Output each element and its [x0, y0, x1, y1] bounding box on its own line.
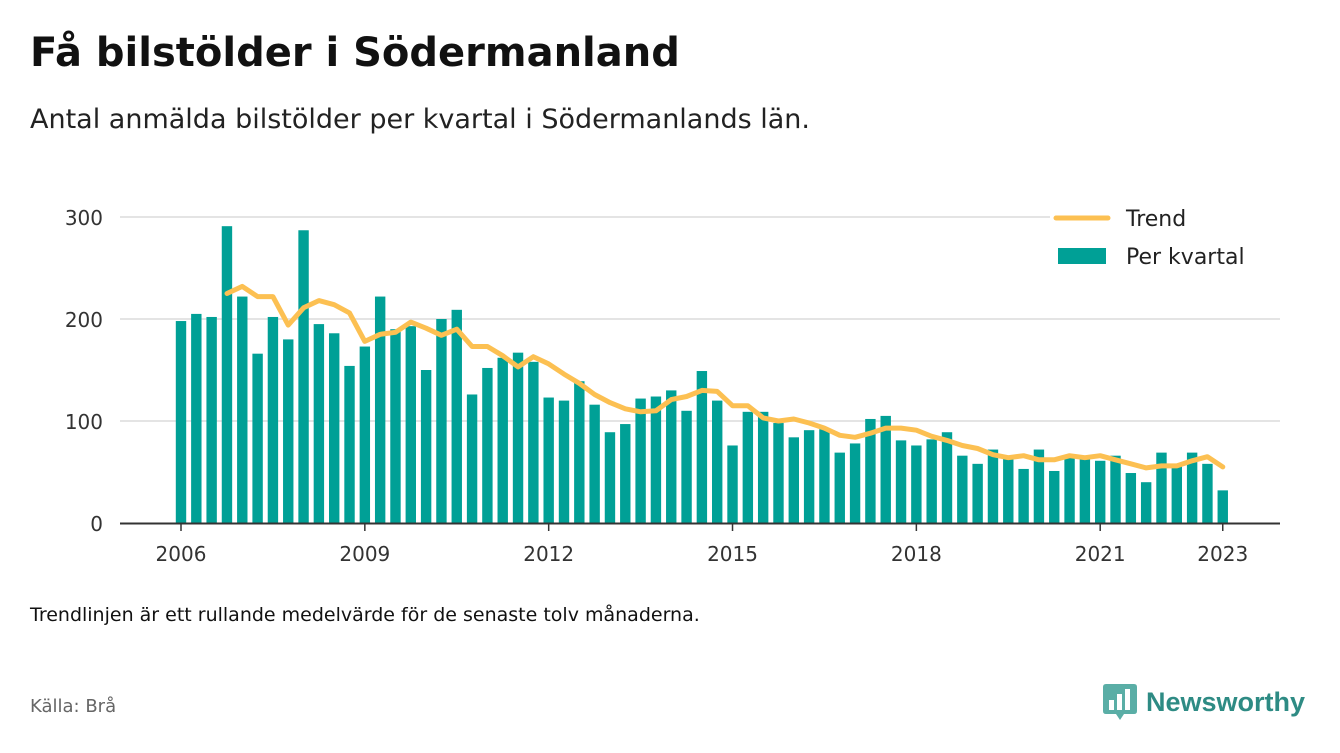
- bar: [466, 394, 478, 523]
- legend-background: [1050, 202, 1282, 280]
- bar: [666, 390, 677, 523]
- bar: [313, 324, 325, 523]
- bar: [972, 463, 983, 523]
- bar: [696, 371, 708, 523]
- bar: [681, 410, 692, 523]
- bar: [267, 316, 279, 523]
- bar: [543, 397, 554, 523]
- x-tick-label: 2023: [1197, 542, 1248, 566]
- bar: [436, 319, 447, 523]
- bar: [1018, 468, 1029, 523]
- bar: [283, 339, 294, 523]
- bar: [1217, 490, 1228, 523]
- bar: [650, 396, 662, 523]
- bar: [558, 400, 570, 523]
- bar: [329, 333, 340, 523]
- x-tick-label: 2012: [523, 542, 574, 566]
- bar: [742, 411, 754, 523]
- y-tick-label: 0: [90, 512, 103, 536]
- bar: [727, 445, 738, 523]
- bar: [1049, 470, 1060, 523]
- legend: Trend Per kvartal: [1050, 202, 1282, 280]
- bar: [420, 370, 432, 523]
- x-tick-label: 2015: [707, 542, 758, 566]
- x-tick-label: 2021: [1075, 542, 1126, 566]
- bar: [1110, 455, 1121, 523]
- bar: [987, 449, 999, 523]
- bar: [390, 329, 401, 523]
- bar: [604, 432, 616, 523]
- bar: [849, 443, 861, 523]
- x-axis-ticks: 2006 2009 2012 2015 2018 2021 2023: [156, 523, 1248, 566]
- bar: [1064, 454, 1075, 523]
- bar: [1156, 452, 1167, 523]
- y-axis-ticks: 0 100 200 300: [65, 206, 103, 536]
- bar: [880, 415, 891, 523]
- y-tick-label: 100: [65, 410, 103, 434]
- bar: [298, 230, 309, 523]
- bar: [834, 452, 845, 523]
- bar: [252, 353, 263, 523]
- bars: [175, 226, 1228, 523]
- bar: [803, 430, 815, 523]
- bar: [344, 365, 355, 523]
- bar: [712, 400, 723, 523]
- bar: [926, 439, 937, 523]
- x-tick-label: 2009: [339, 542, 390, 566]
- x-tick-label: 2006: [156, 542, 207, 566]
- y-tick-label: 300: [65, 206, 103, 230]
- legend-bar-swatch: [1058, 248, 1106, 264]
- newsworthy-logo[interactable]: Newsworthy: [1102, 682, 1305, 722]
- bar: [1003, 455, 1014, 523]
- bar: [620, 424, 631, 523]
- bar: [757, 411, 769, 523]
- chart-footnote: Trendlinjen är ett rullande medelvärde f…: [30, 604, 700, 626]
- bar: [359, 346, 371, 523]
- bar: [237, 296, 248, 523]
- trend-line: [224, 283, 1226, 471]
- bar: [512, 352, 524, 523]
- bar: [175, 321, 187, 523]
- chart-subtitle: Antal anmälda bilstölder per kvartal i S…: [30, 104, 810, 135]
- bar: [1125, 473, 1137, 523]
- bar: [1079, 455, 1091, 523]
- bar: [1033, 449, 1045, 523]
- bar: [895, 440, 907, 523]
- legend-bar-label: Per kvartal: [1126, 245, 1245, 270]
- chart-title: Få bilstölder i Södermanland: [30, 30, 680, 76]
- x-tick-label: 2018: [891, 542, 942, 566]
- bar: [788, 437, 799, 523]
- bar: [374, 296, 386, 523]
- bar: [589, 404, 600, 523]
- bar: [819, 429, 830, 523]
- bar: [528, 361, 539, 523]
- bar: [1171, 463, 1182, 523]
- y-tick-label: 200: [65, 308, 103, 332]
- trend-line-group: [224, 283, 1226, 471]
- bar: [451, 309, 462, 523]
- bar: [1186, 452, 1198, 523]
- bar: [206, 316, 217, 523]
- bar: [221, 226, 233, 523]
- bar: [941, 432, 953, 523]
- bar: [191, 313, 202, 523]
- bar: [635, 398, 646, 523]
- chart-bubble-icon: [1103, 684, 1137, 720]
- bar: [1140, 482, 1152, 523]
- source-label: Källa: Brå: [30, 696, 117, 717]
- brand-name: Newsworthy: [1146, 686, 1306, 717]
- bar: [911, 445, 922, 523]
- bar: [497, 357, 508, 523]
- bar: [574, 381, 585, 523]
- bar: [865, 418, 876, 523]
- bar: [482, 367, 493, 523]
- bar: [957, 455, 968, 523]
- bar: [773, 423, 784, 523]
- legend-trend-label: Trend: [1125, 207, 1186, 232]
- bar: [405, 326, 416, 523]
- bar: [1095, 460, 1106, 523]
- bar: [1202, 463, 1213, 523]
